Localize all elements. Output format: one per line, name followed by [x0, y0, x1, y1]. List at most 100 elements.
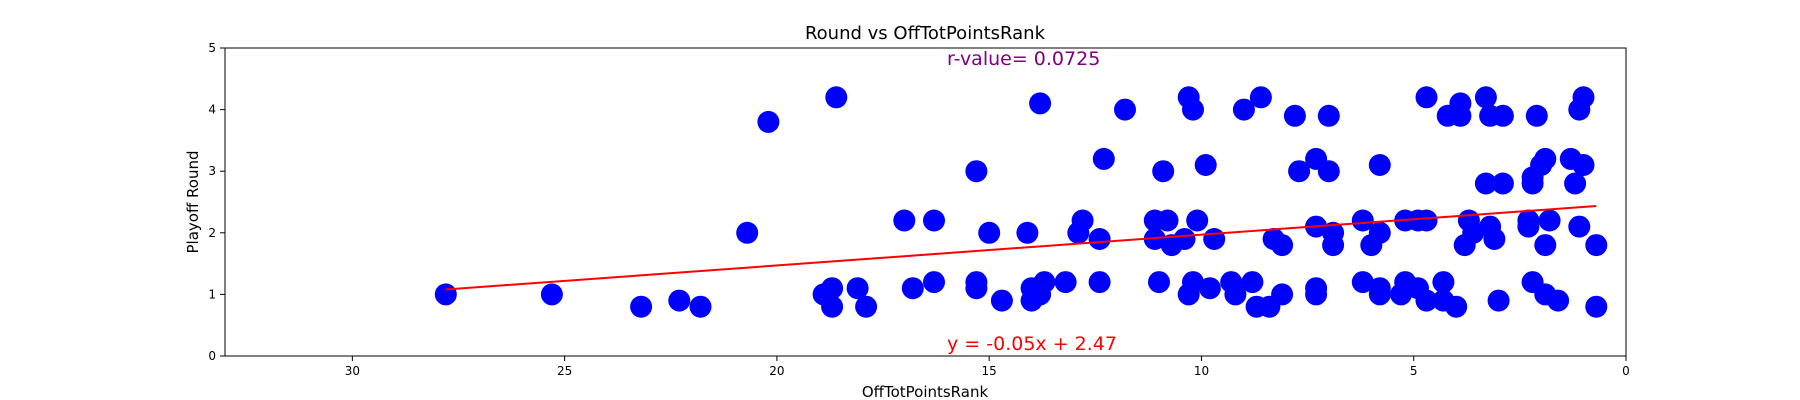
data-point [1585, 234, 1608, 257]
data-point [1186, 209, 1209, 232]
data-point [1474, 172, 1497, 195]
data-point [1194, 154, 1217, 176]
regression-equation-annotation: y = -0.05x + 2.47 [947, 333, 1117, 355]
data-point [1483, 228, 1506, 250]
data-point [1534, 147, 1557, 170]
data-point [668, 289, 691, 312]
data-point [923, 209, 945, 232]
data-point [1525, 104, 1548, 127]
data-point [1415, 86, 1438, 109]
data-point [1305, 283, 1328, 306]
data-point [990, 289, 1013, 312]
data-point [1054, 271, 1077, 294]
data-point [1487, 289, 1510, 312]
data-point [1449, 104, 1472, 127]
data-point [1547, 289, 1570, 312]
data-point [1224, 283, 1247, 306]
data-point [1271, 234, 1294, 257]
data-point [1572, 154, 1595, 176]
data-point [1271, 283, 1294, 306]
data-point [1288, 160, 1311, 183]
data-point [1182, 98, 1204, 121]
data-point [1491, 104, 1514, 127]
data-point [821, 295, 844, 318]
y-tick-label: 0 [208, 349, 216, 363]
data-point [1088, 228, 1111, 250]
data-point [630, 295, 653, 318]
x-tick-label: 25 [557, 364, 572, 378]
regression-line [445, 205, 1597, 291]
plot-frame [224, 47, 1627, 357]
data-point [1572, 86, 1595, 109]
data-point [1152, 160, 1175, 183]
data-point [1203, 228, 1226, 250]
data-point [434, 283, 457, 306]
data-point [965, 160, 988, 183]
data-point [1585, 295, 1608, 318]
data-points [434, 86, 1608, 318]
data-point [689, 295, 712, 318]
x-tick-label: 10 [1194, 364, 1209, 378]
data-point [1249, 86, 1272, 109]
data-point [965, 277, 988, 300]
plot-area [225, 48, 1626, 356]
data-point [1033, 271, 1056, 294]
data-point [1351, 209, 1374, 232]
data-point [1016, 221, 1039, 244]
regression-line-group [445, 205, 1597, 291]
data-point [978, 221, 1001, 244]
data-point [901, 277, 924, 300]
data-point [846, 277, 869, 300]
data-point [1368, 221, 1391, 244]
data-point [736, 221, 759, 244]
data-point [1415, 209, 1438, 232]
data-point [1182, 271, 1204, 294]
data-point [1317, 160, 1340, 183]
data-point [1198, 277, 1221, 300]
x-axis-ticks: 30 25 20 15 10 5 0 [345, 356, 1630, 378]
data-point [1232, 98, 1255, 121]
data-point [757, 110, 780, 133]
y-tick-label: 2 [208, 226, 216, 240]
data-point [1538, 209, 1561, 232]
data-point [540, 283, 563, 306]
y-axis-ticks: 0 1 2 3 4 5 [208, 41, 225, 363]
chart-title: Round vs OffTotPointsRank [805, 23, 1046, 44]
data-point [1368, 283, 1391, 306]
data-point [1491, 172, 1514, 195]
x-tick-label: 15 [982, 364, 997, 378]
data-point [1283, 104, 1306, 127]
data-point [825, 86, 848, 109]
data-point [1156, 209, 1179, 232]
x-tick-label: 30 [345, 364, 360, 378]
data-point [1534, 234, 1557, 257]
x-tick-label: 0 [1622, 364, 1630, 378]
data-point [821, 277, 844, 300]
data-point [1241, 271, 1264, 294]
data-point [1351, 271, 1374, 294]
y-tick-label: 5 [208, 41, 216, 55]
data-point [1432, 271, 1455, 294]
x-axis-title: OffTotPointsRank [862, 383, 989, 400]
data-point [1092, 147, 1115, 170]
x-tick-label: 5 [1410, 364, 1418, 378]
y-axis-title: Playoff Round [184, 150, 202, 253]
data-point [1071, 209, 1094, 232]
data-point [1029, 92, 1052, 115]
data-point [1148, 271, 1170, 294]
data-point [1088, 271, 1111, 294]
data-point [1517, 215, 1540, 238]
data-point [1173, 228, 1196, 250]
data-point [1474, 86, 1497, 109]
data-point [1368, 154, 1391, 176]
data-point [923, 271, 945, 294]
data-point [1568, 215, 1591, 238]
data-point [855, 295, 878, 318]
data-point [1445, 295, 1468, 318]
data-point [893, 209, 916, 232]
data-point [1462, 221, 1485, 244]
data-point [1317, 104, 1340, 127]
y-tick-label: 1 [208, 287, 216, 301]
data-point [1415, 289, 1438, 312]
